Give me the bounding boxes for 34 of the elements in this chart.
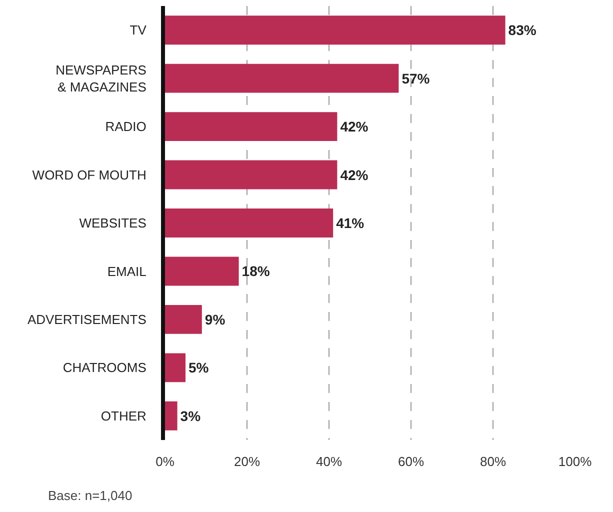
data-label: 42% [340,166,369,183]
bar [165,112,338,142]
x-tick-label: 80% [480,454,506,469]
y-tick-label: WEBSITES [79,216,147,231]
bar [165,401,178,430]
x-tick-label: 100% [558,454,592,469]
y-tick-label: NEWSPAPERS & MAGAZINES [56,62,147,94]
x-tick-label: 20% [234,454,260,469]
y-tick-label: ADVERTISEMENTS [27,312,147,327]
y-tick-label: TV [130,22,147,38]
data-label: 57% [402,70,430,86]
bar [165,16,506,45]
bar [165,353,186,382]
text: Base: n=1,040 [48,488,132,503]
x-tick-label: 40% [316,454,342,469]
data-label: 42% [340,118,369,135]
y-tick-label: CHATROOMS [62,360,147,376]
y-tick-label: EMAIL [107,264,146,279]
data-label: 9% [204,311,226,328]
bar [165,64,399,93]
data-label: 3% [180,408,202,424]
bar [165,208,334,238]
data-label: 83% [508,22,537,38]
x-tick-label: 60% [398,454,424,469]
x-tick-label: 0% [156,454,175,469]
data-label: 41% [336,215,365,231]
y-tick-label: OTHER [100,408,146,424]
bar [165,256,239,286]
y-tick-label: RADIO [105,119,146,134]
data-label: 5% [188,360,210,376]
bar [165,304,202,334]
bar [165,160,338,190]
y-tick-label: WORD OF MOUTH [32,167,146,182]
data-label: 18% [242,263,270,280]
